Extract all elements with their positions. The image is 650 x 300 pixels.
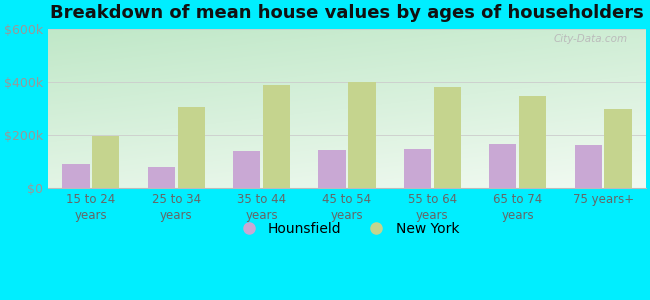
- Bar: [404, 149, 431, 188]
- Bar: [575, 145, 602, 188]
- Bar: [318, 150, 346, 188]
- Text: City-Data.com: City-Data.com: [554, 34, 628, 44]
- Title: Breakdown of mean house values by ages of householders: Breakdown of mean house values by ages o…: [50, 4, 644, 22]
- Bar: [263, 85, 290, 188]
- Bar: [348, 82, 376, 188]
- Legend: Hounsfield, New York: Hounsfield, New York: [229, 216, 465, 242]
- Bar: [604, 109, 632, 188]
- Bar: [148, 167, 175, 188]
- Bar: [92, 136, 120, 188]
- Bar: [519, 96, 547, 188]
- Bar: [489, 144, 517, 188]
- Bar: [177, 107, 205, 188]
- Bar: [434, 87, 461, 188]
- Bar: [62, 164, 90, 188]
- Bar: [233, 151, 261, 188]
